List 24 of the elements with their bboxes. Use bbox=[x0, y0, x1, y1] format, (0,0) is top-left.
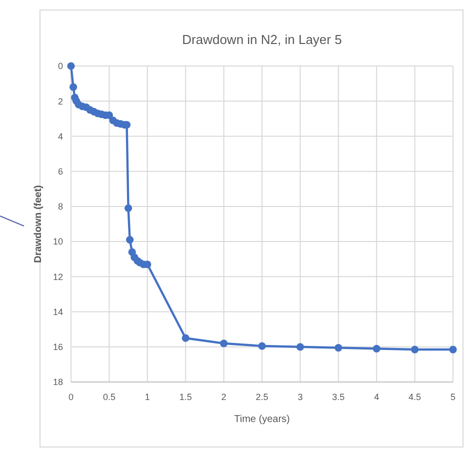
x-axis-title: Time (years) bbox=[234, 414, 290, 425]
chart-title: Drawdown in N2, in Layer 5 bbox=[182, 32, 342, 47]
y-tick-label: 6 bbox=[58, 166, 63, 176]
y-axis-title: Drawdown (feet) bbox=[33, 185, 44, 263]
x-tick-label: 4 bbox=[374, 392, 380, 402]
x-tick-label: 4.5 bbox=[408, 392, 422, 402]
x-tick-label: 1.5 bbox=[179, 392, 192, 402]
y-tick-label: 14 bbox=[52, 306, 63, 317]
x-tick-label: 3 bbox=[298, 392, 303, 402]
y-tick-label: 16 bbox=[52, 342, 63, 352]
y-tick-label: 10 bbox=[52, 236, 63, 247]
x-tick-label: 5 bbox=[450, 392, 456, 402]
x-tick-label: 0 bbox=[68, 392, 74, 402]
y-tick-label: 8 bbox=[58, 202, 63, 212]
x-tick-label: 2 bbox=[221, 392, 226, 402]
y-tick-label: 2 bbox=[58, 96, 63, 106]
y-tick-label: 18 bbox=[52, 377, 63, 388]
x-tick-label: 2.5 bbox=[256, 392, 268, 402]
x-tick-label: 3.5 bbox=[332, 392, 345, 402]
x-tick-label: 1 bbox=[144, 392, 150, 402]
y-tick-label: 0 bbox=[58, 61, 63, 72]
y-tick-label: 12 bbox=[52, 272, 63, 282]
x-tick-label: 0.5 bbox=[102, 392, 116, 402]
y-tick-label: 4 bbox=[58, 131, 63, 142]
